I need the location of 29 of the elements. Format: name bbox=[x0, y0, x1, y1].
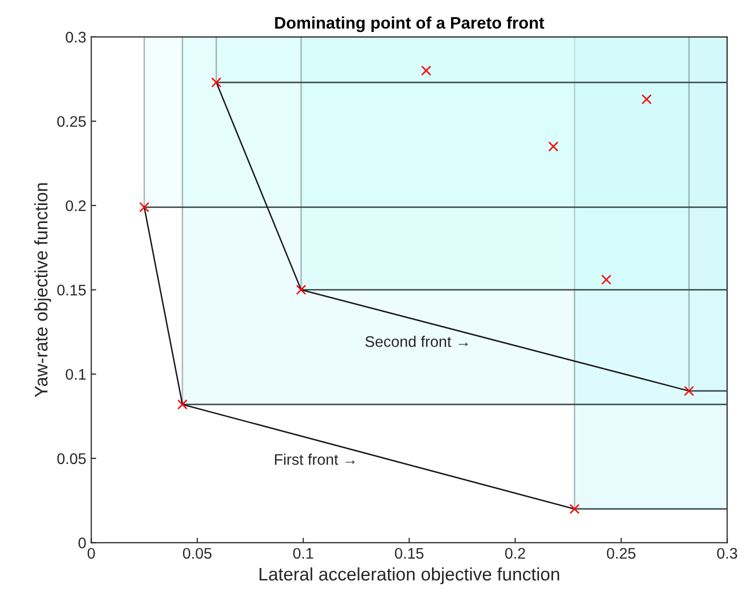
y-tick-label: 0.25 bbox=[57, 116, 86, 127]
point bbox=[211, 77, 222, 88]
x-tick-label: 0.05 bbox=[182, 548, 212, 559]
point bbox=[642, 94, 652, 104]
point bbox=[548, 141, 558, 152]
point bbox=[139, 202, 150, 212]
chart-title: Dominating point of a Pareto front bbox=[275, 16, 544, 32]
x-tick-label: 0 bbox=[88, 548, 95, 559]
x-axis-title: Lateral acceleration objective function bbox=[260, 567, 560, 584]
point bbox=[684, 386, 694, 396]
annotation: Second front → bbox=[365, 336, 468, 348]
x-tick-label: 0.2 bbox=[505, 548, 526, 559]
y-tick-label: 0.15 bbox=[57, 284, 86, 296]
point bbox=[177, 399, 188, 410]
point bbox=[569, 504, 580, 514]
x-tick-label: 0.25 bbox=[606, 548, 636, 559]
y-axis-title: Yaw-rate objective function bbox=[34, 183, 52, 398]
point bbox=[601, 274, 612, 285]
x-tick-label: 0.1 bbox=[293, 548, 314, 559]
y-tick-label: 0 bbox=[78, 538, 86, 548]
point bbox=[421, 66, 432, 76]
y-tick-label: 0.2 bbox=[66, 200, 86, 212]
y-tick-label: 0.3 bbox=[66, 32, 86, 43]
annotation: First front → bbox=[275, 454, 355, 465]
point bbox=[296, 284, 306, 295]
x-tick-label: 0.3 bbox=[717, 548, 738, 559]
x-tick-label: 0.15 bbox=[394, 548, 424, 559]
y-tick-label: 0.1 bbox=[66, 368, 86, 380]
y-tick-label: 0.05 bbox=[57, 453, 86, 464]
